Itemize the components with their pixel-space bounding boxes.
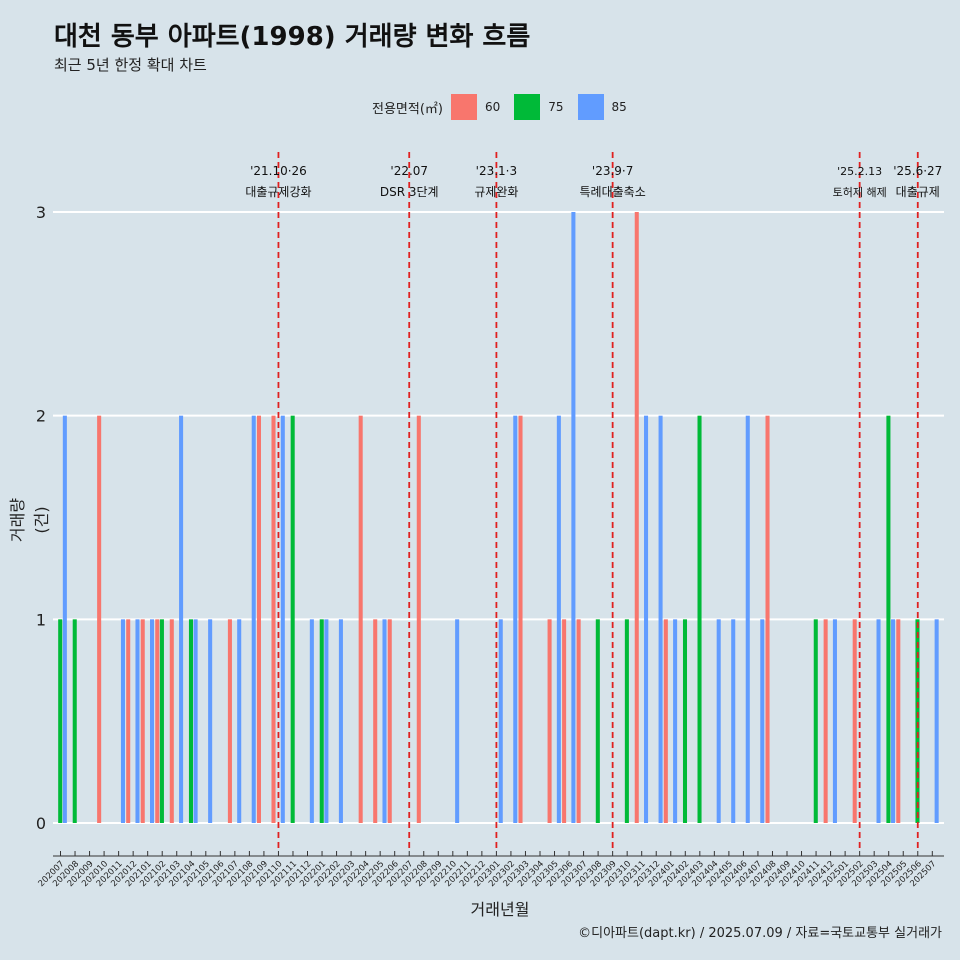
bar-75-202403 (697, 415, 702, 823)
y-tick-label: 2 (36, 407, 46, 426)
bar-60-202101 (140, 619, 145, 823)
annotation-label: 특례대출축소 (580, 185, 646, 199)
bar-85-202012 (135, 619, 140, 823)
annotation-label: 대출규제강화 (245, 185, 311, 199)
bar-60-202107 (227, 619, 232, 823)
annotation-date: '23.1·3 (476, 164, 517, 178)
bar-85-202405 (731, 619, 736, 823)
legend-swatch-75 (514, 94, 541, 120)
y-axis-label: 거래량(건) (8, 497, 51, 543)
annotation-date: '25.6·27 (893, 164, 942, 178)
bar-60-202205 (373, 619, 378, 823)
bar-60-202208 (416, 415, 421, 823)
chart-subtitle: 최근 5년 한정 확대 차트 (54, 56, 207, 74)
bar-85-202312 (658, 415, 663, 823)
legend: 전용면적(㎡) 60 75 85 (372, 92, 641, 122)
bar-60-202204 (358, 415, 363, 823)
annotation-label: 토허제 해제 (833, 185, 887, 199)
bar-85-202108 (251, 415, 256, 823)
y-tick-label: 3 (36, 203, 46, 222)
bar-75-202104 (188, 619, 193, 823)
bar-85-202306 (571, 212, 576, 823)
bar-75-202506 (915, 619, 920, 823)
bar-85-202011 (120, 619, 125, 823)
bar-75-202402 (682, 619, 688, 823)
bar-85-202504 (891, 619, 896, 823)
bar-85-202407 (760, 619, 765, 823)
bar-60-202109 (256, 415, 261, 823)
bar-85-202507 (934, 619, 939, 823)
bar-75-202008 (72, 619, 77, 823)
bar-85-202412 (832, 619, 837, 823)
bar-60-202412 (823, 619, 828, 823)
bar-85-202112 (309, 619, 314, 823)
bar-75-202310 (624, 619, 629, 823)
bar-60-202401 (663, 619, 668, 823)
bar-85-202105 (208, 619, 213, 823)
bar-85-202201 (324, 619, 329, 823)
bar-85-202404 (716, 619, 721, 823)
bar-75-202308 (595, 619, 600, 823)
bar-60-202010 (97, 415, 102, 823)
legend-title: 전용면적(㎡) (372, 101, 443, 117)
chart-title: 대천 동부 아파트(1998) 거래량 변화 흐름 (54, 22, 531, 52)
bar-85-202202 (338, 619, 343, 823)
legend-item-75: 75 (514, 94, 564, 120)
bar-85-202305 (556, 415, 561, 823)
bar-85-202205 (382, 619, 387, 823)
bar-85-202107 (237, 619, 242, 823)
bar-85-202101 (150, 619, 155, 823)
caption: ©디아파트(dapt.kr) / 2025.07.09 / 자료=국토교통부 실… (578, 926, 942, 941)
bar-85-202104 (193, 619, 198, 823)
annotation-date: '25.2.13 (837, 165, 882, 178)
bar-60-202206 (387, 619, 392, 823)
bar-85-202007 (62, 415, 67, 823)
y-tick-label: 1 (36, 610, 46, 629)
bar-60-202303 (518, 415, 523, 823)
bar-75-202201 (319, 619, 324, 823)
bar-85-202210 (455, 619, 460, 823)
bar-60-202102 (155, 619, 160, 823)
bar-60-202110 (271, 415, 276, 823)
bar-60-202103 (169, 619, 174, 823)
x-axis-label: 거래년월 (470, 900, 530, 919)
legend-label-85: 85 (611, 100, 627, 114)
legend-item-60: 60 (450, 94, 501, 120)
bar-60-202502 (852, 619, 857, 823)
bar-85-202110 (280, 415, 285, 823)
legend-label-75: 75 (548, 100, 564, 114)
annotation-date: '21.10·26 (250, 164, 307, 178)
bar-75-202411 (813, 619, 818, 823)
legend-label-60: 60 (484, 100, 501, 114)
bar-75-202007 (58, 619, 63, 823)
annotation-label: 규제완화 (474, 185, 518, 199)
bar-60-202311 (634, 212, 639, 823)
annotation-label: DSR 3단계 (380, 185, 439, 199)
bar-60-202505 (896, 619, 901, 823)
bar-60-202306 (562, 619, 567, 823)
bar-85-202302 (513, 415, 518, 823)
legend-swatch-85 (577, 94, 604, 120)
bar-60-202408 (765, 415, 770, 823)
bar-85-202301 (498, 619, 503, 823)
bar-85-202401 (673, 619, 678, 823)
bar-60-202305 (547, 619, 552, 823)
annotation-date: '22.07 (390, 164, 428, 178)
legend-item-85: 85 (577, 94, 627, 120)
bar-75-202504 (886, 415, 891, 823)
annotation-label: 대출규제 (896, 185, 940, 199)
bar-85-202103 (179, 415, 184, 823)
annotation-date: '23.9·7 (592, 164, 633, 178)
bar-60-202307 (576, 619, 581, 823)
bar-75-202111 (290, 415, 295, 823)
bar-85-202503 (876, 619, 881, 823)
bar-60-202012 (126, 619, 131, 823)
y-tick-label: 0 (36, 814, 46, 833)
bar-85-202311 (644, 415, 649, 823)
legend-swatch-60 (450, 94, 477, 120)
bar-85-202406 (745, 415, 750, 823)
bar-75-202102 (159, 619, 164, 823)
